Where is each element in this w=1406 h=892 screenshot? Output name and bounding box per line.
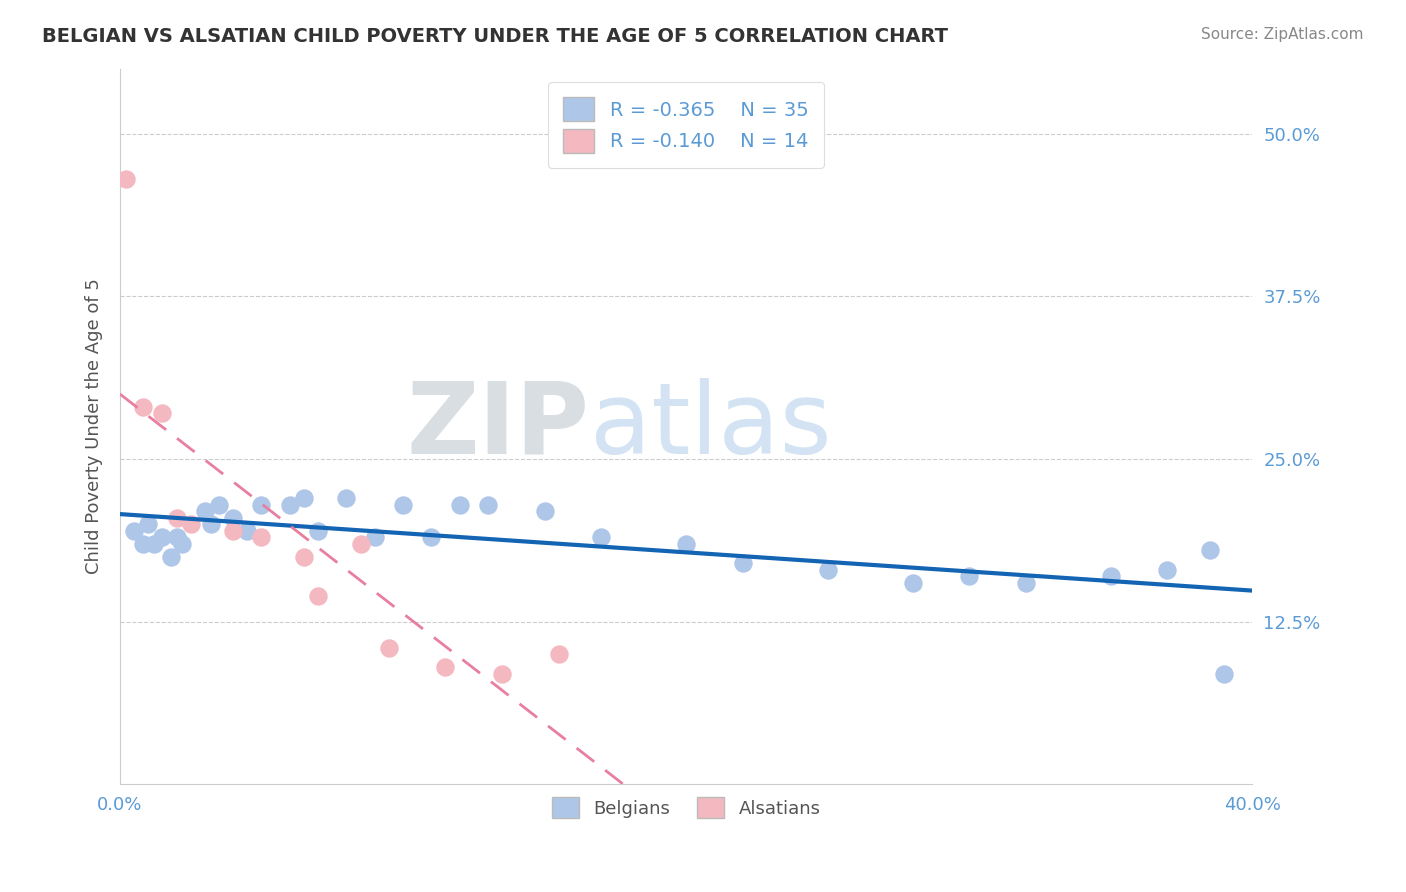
- Point: [166, 530, 188, 544]
- Text: atlas: atlas: [591, 378, 831, 475]
- Point: [236, 524, 259, 538]
- Point: [160, 549, 183, 564]
- Text: ZIP: ZIP: [406, 378, 591, 475]
- Point: [392, 498, 415, 512]
- Point: [142, 536, 165, 550]
- Point: [222, 524, 245, 538]
- Point: [349, 536, 371, 550]
- Point: [591, 530, 613, 544]
- Point: [477, 498, 499, 512]
- Point: [957, 569, 980, 583]
- Point: [335, 491, 357, 505]
- Point: [114, 172, 136, 186]
- Point: [1212, 666, 1234, 681]
- Point: [901, 575, 924, 590]
- Point: [1015, 575, 1038, 590]
- Y-axis label: Child Poverty Under the Age of 5: Child Poverty Under the Age of 5: [86, 278, 103, 574]
- Point: [292, 491, 315, 505]
- Point: [364, 530, 387, 544]
- Point: [166, 510, 188, 524]
- Point: [200, 517, 222, 532]
- Point: [131, 536, 153, 550]
- Point: [420, 530, 443, 544]
- Point: [172, 536, 194, 550]
- Point: [194, 504, 217, 518]
- Text: Source: ZipAtlas.com: Source: ZipAtlas.com: [1201, 27, 1364, 42]
- Legend: Belgians, Alsatians: Belgians, Alsatians: [544, 790, 828, 825]
- Point: [180, 517, 202, 532]
- Point: [136, 517, 159, 532]
- Point: [292, 549, 315, 564]
- Point: [547, 647, 569, 661]
- Point: [1198, 543, 1220, 558]
- Point: [307, 589, 329, 603]
- Point: [278, 498, 301, 512]
- Point: [491, 666, 513, 681]
- Point: [222, 510, 245, 524]
- Text: BELGIAN VS ALSATIAN CHILD POVERTY UNDER THE AGE OF 5 CORRELATION CHART: BELGIAN VS ALSATIAN CHILD POVERTY UNDER …: [42, 27, 948, 45]
- Point: [307, 524, 329, 538]
- Point: [434, 660, 457, 674]
- Point: [131, 400, 153, 414]
- Point: [122, 524, 145, 538]
- Point: [250, 530, 273, 544]
- Point: [817, 563, 839, 577]
- Point: [378, 640, 401, 655]
- Point: [250, 498, 273, 512]
- Point: [1099, 569, 1122, 583]
- Point: [1156, 563, 1178, 577]
- Point: [152, 407, 174, 421]
- Point: [449, 498, 471, 512]
- Point: [152, 530, 174, 544]
- Point: [731, 556, 754, 570]
- Point: [208, 498, 231, 512]
- Point: [675, 536, 697, 550]
- Point: [533, 504, 555, 518]
